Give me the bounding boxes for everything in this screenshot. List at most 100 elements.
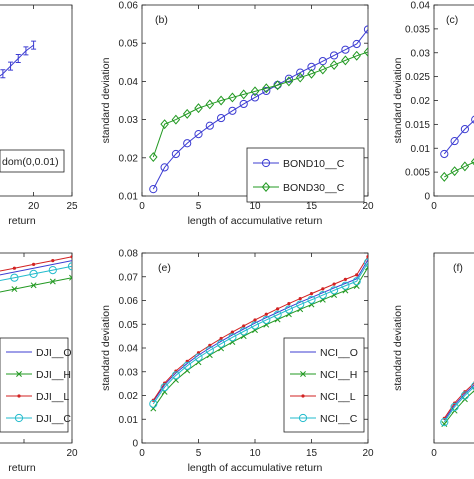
- y-tick-label: 0.01: [119, 415, 139, 426]
- x-tick-label: 20: [66, 448, 78, 459]
- legend-label: BOND10__C: [283, 158, 345, 170]
- x-tick-label: 0: [431, 201, 437, 212]
- dot-marker-16: [333, 283, 336, 286]
- y-tick-label: 0.03: [119, 115, 139, 126]
- dot-marker-9: [51, 259, 54, 262]
- x-tick-label: 0: [139, 448, 145, 459]
- x-axis-label: length of accumulative return: [188, 462, 323, 474]
- legend: NCI__O NCI__H NCI__L NCI__C: [284, 338, 364, 432]
- axes-frame: [434, 253, 474, 443]
- x-axis-label: length of accumulative return: [188, 215, 323, 227]
- x-tick-label: 10: [249, 201, 261, 212]
- dot-marker-14: [310, 292, 313, 295]
- series-group: [441, 107, 474, 181]
- y-tick-label: 0.02: [119, 153, 139, 164]
- y-tick-label: 0.04: [119, 77, 139, 88]
- y-tick-label: 0.07: [119, 272, 139, 283]
- errorbar-marker-18: [23, 47, 28, 55]
- y-axis-label: standard deviation: [100, 57, 112, 143]
- y-axis-label: standard deviation: [392, 57, 404, 143]
- legend: BOND10__C BOND30__C: [247, 148, 364, 202]
- dot-marker-10: [265, 313, 268, 316]
- legend-label: dom(0,0.01): [2, 156, 59, 168]
- legend-label: DJI__C: [36, 413, 71, 425]
- panel-bottom-left: 20 return DJI__O DJI__H DJI__L DJI__C: [0, 253, 78, 474]
- y-tick-label: 0: [132, 439, 138, 450]
- x-axis-label: return: [8, 215, 36, 227]
- y-tick-label: 0.06: [119, 1, 139, 12]
- y-tick-label: 0.08: [119, 249, 139, 260]
- panel-top-right: 0500.0050.010.0150.020.0250.030.0350.04s…: [392, 1, 474, 213]
- dot-marker-11: [276, 307, 279, 310]
- legend-label: DJI__O: [36, 347, 72, 359]
- y-axis-label: standard deviation: [392, 305, 404, 391]
- legend-label: NCI__O: [320, 347, 358, 359]
- panel-top-middle: 0 5 10 15 20 0.01 0.02 0.03 0.04 0.05 0.06 length o…: [100, 1, 374, 228]
- y-tick-label: 0.015: [405, 120, 430, 131]
- legend-label: DJI__H: [36, 369, 71, 381]
- x-tick-label: 0: [431, 448, 437, 459]
- y-tick-label: 0.04: [411, 1, 431, 12]
- panel-annotation: (b): [155, 14, 168, 26]
- legend-label: NCI__H: [320, 369, 357, 381]
- dot-marker-8: [32, 263, 35, 266]
- x-tick-label: 10: [249, 448, 261, 459]
- series-line-series-2: [444, 375, 474, 419]
- y-tick-label: 0.01: [119, 192, 139, 203]
- x-tick-label: 25: [66, 201, 78, 212]
- panel-bottom-right: 05standard deviation(f): [392, 253, 474, 459]
- series-line-series-1: [444, 158, 474, 177]
- dot-marker-12: [287, 302, 290, 305]
- dot-marker-7: [13, 267, 16, 270]
- dot-marker-17: [344, 278, 347, 281]
- panel-annotation: (f): [453, 262, 463, 274]
- y-tick-label: 0.03: [411, 48, 431, 59]
- circle-marker-0: [150, 186, 157, 193]
- x-tick-label: 5: [196, 201, 202, 212]
- y-tick-label: 0.05: [119, 39, 139, 50]
- series-group: [441, 373, 474, 427]
- y-tick-label: 0.02: [411, 96, 431, 107]
- series-group: [0, 255, 76, 318]
- dot-marker-9: [253, 318, 256, 321]
- errorbar-marker-16: [8, 62, 13, 70]
- y-tick-label: 0.02: [119, 391, 139, 402]
- panel-annotation: (e): [158, 262, 171, 274]
- errorbar-marker-17: [16, 54, 21, 62]
- dot-marker-10: [70, 255, 73, 258]
- x-tick-label: 0: [139, 201, 145, 212]
- dot-marker-2: [301, 394, 304, 397]
- dot-marker-13: [299, 297, 302, 300]
- dot-marker-7: [231, 330, 234, 333]
- y-tick-label: 0.01: [411, 144, 431, 155]
- y-tick-label: 0.06: [119, 296, 139, 307]
- panel-annotation: (c): [446, 14, 458, 26]
- x-tick-label: 20: [362, 201, 374, 212]
- dot-marker-15: [321, 287, 324, 290]
- x-tick-label: 20: [362, 448, 374, 459]
- legend-label: BOND30__C: [283, 182, 345, 194]
- series-line-series-0: [444, 111, 474, 154]
- y-tick-label: 0.025: [405, 72, 430, 83]
- y-axis-label: standard deviation: [100, 305, 112, 391]
- legend-label: DJI__L: [36, 391, 69, 403]
- y-tick-label: 0.05: [119, 320, 139, 331]
- y-tick-label: 0.005: [405, 168, 430, 179]
- errorbar-marker-19: [31, 41, 36, 49]
- dot-marker-6: [220, 337, 223, 340]
- y-tick-label: 0.03: [119, 367, 139, 378]
- legend: DJI__O DJI__H DJI__L DJI__C: [0, 338, 72, 432]
- legend-label: NCI__C: [320, 413, 358, 425]
- dot-marker-19: [366, 255, 369, 258]
- series-line-series-1: [444, 382, 474, 424]
- x-tick-label: 5: [196, 448, 202, 459]
- errorbar-marker-15: [0, 70, 5, 78]
- legend-label: NCI__L: [320, 391, 356, 403]
- x-tick-label: 15: [306, 201, 318, 212]
- x-axis-label: return: [8, 462, 36, 474]
- y-tick-label: 0.035: [405, 24, 430, 35]
